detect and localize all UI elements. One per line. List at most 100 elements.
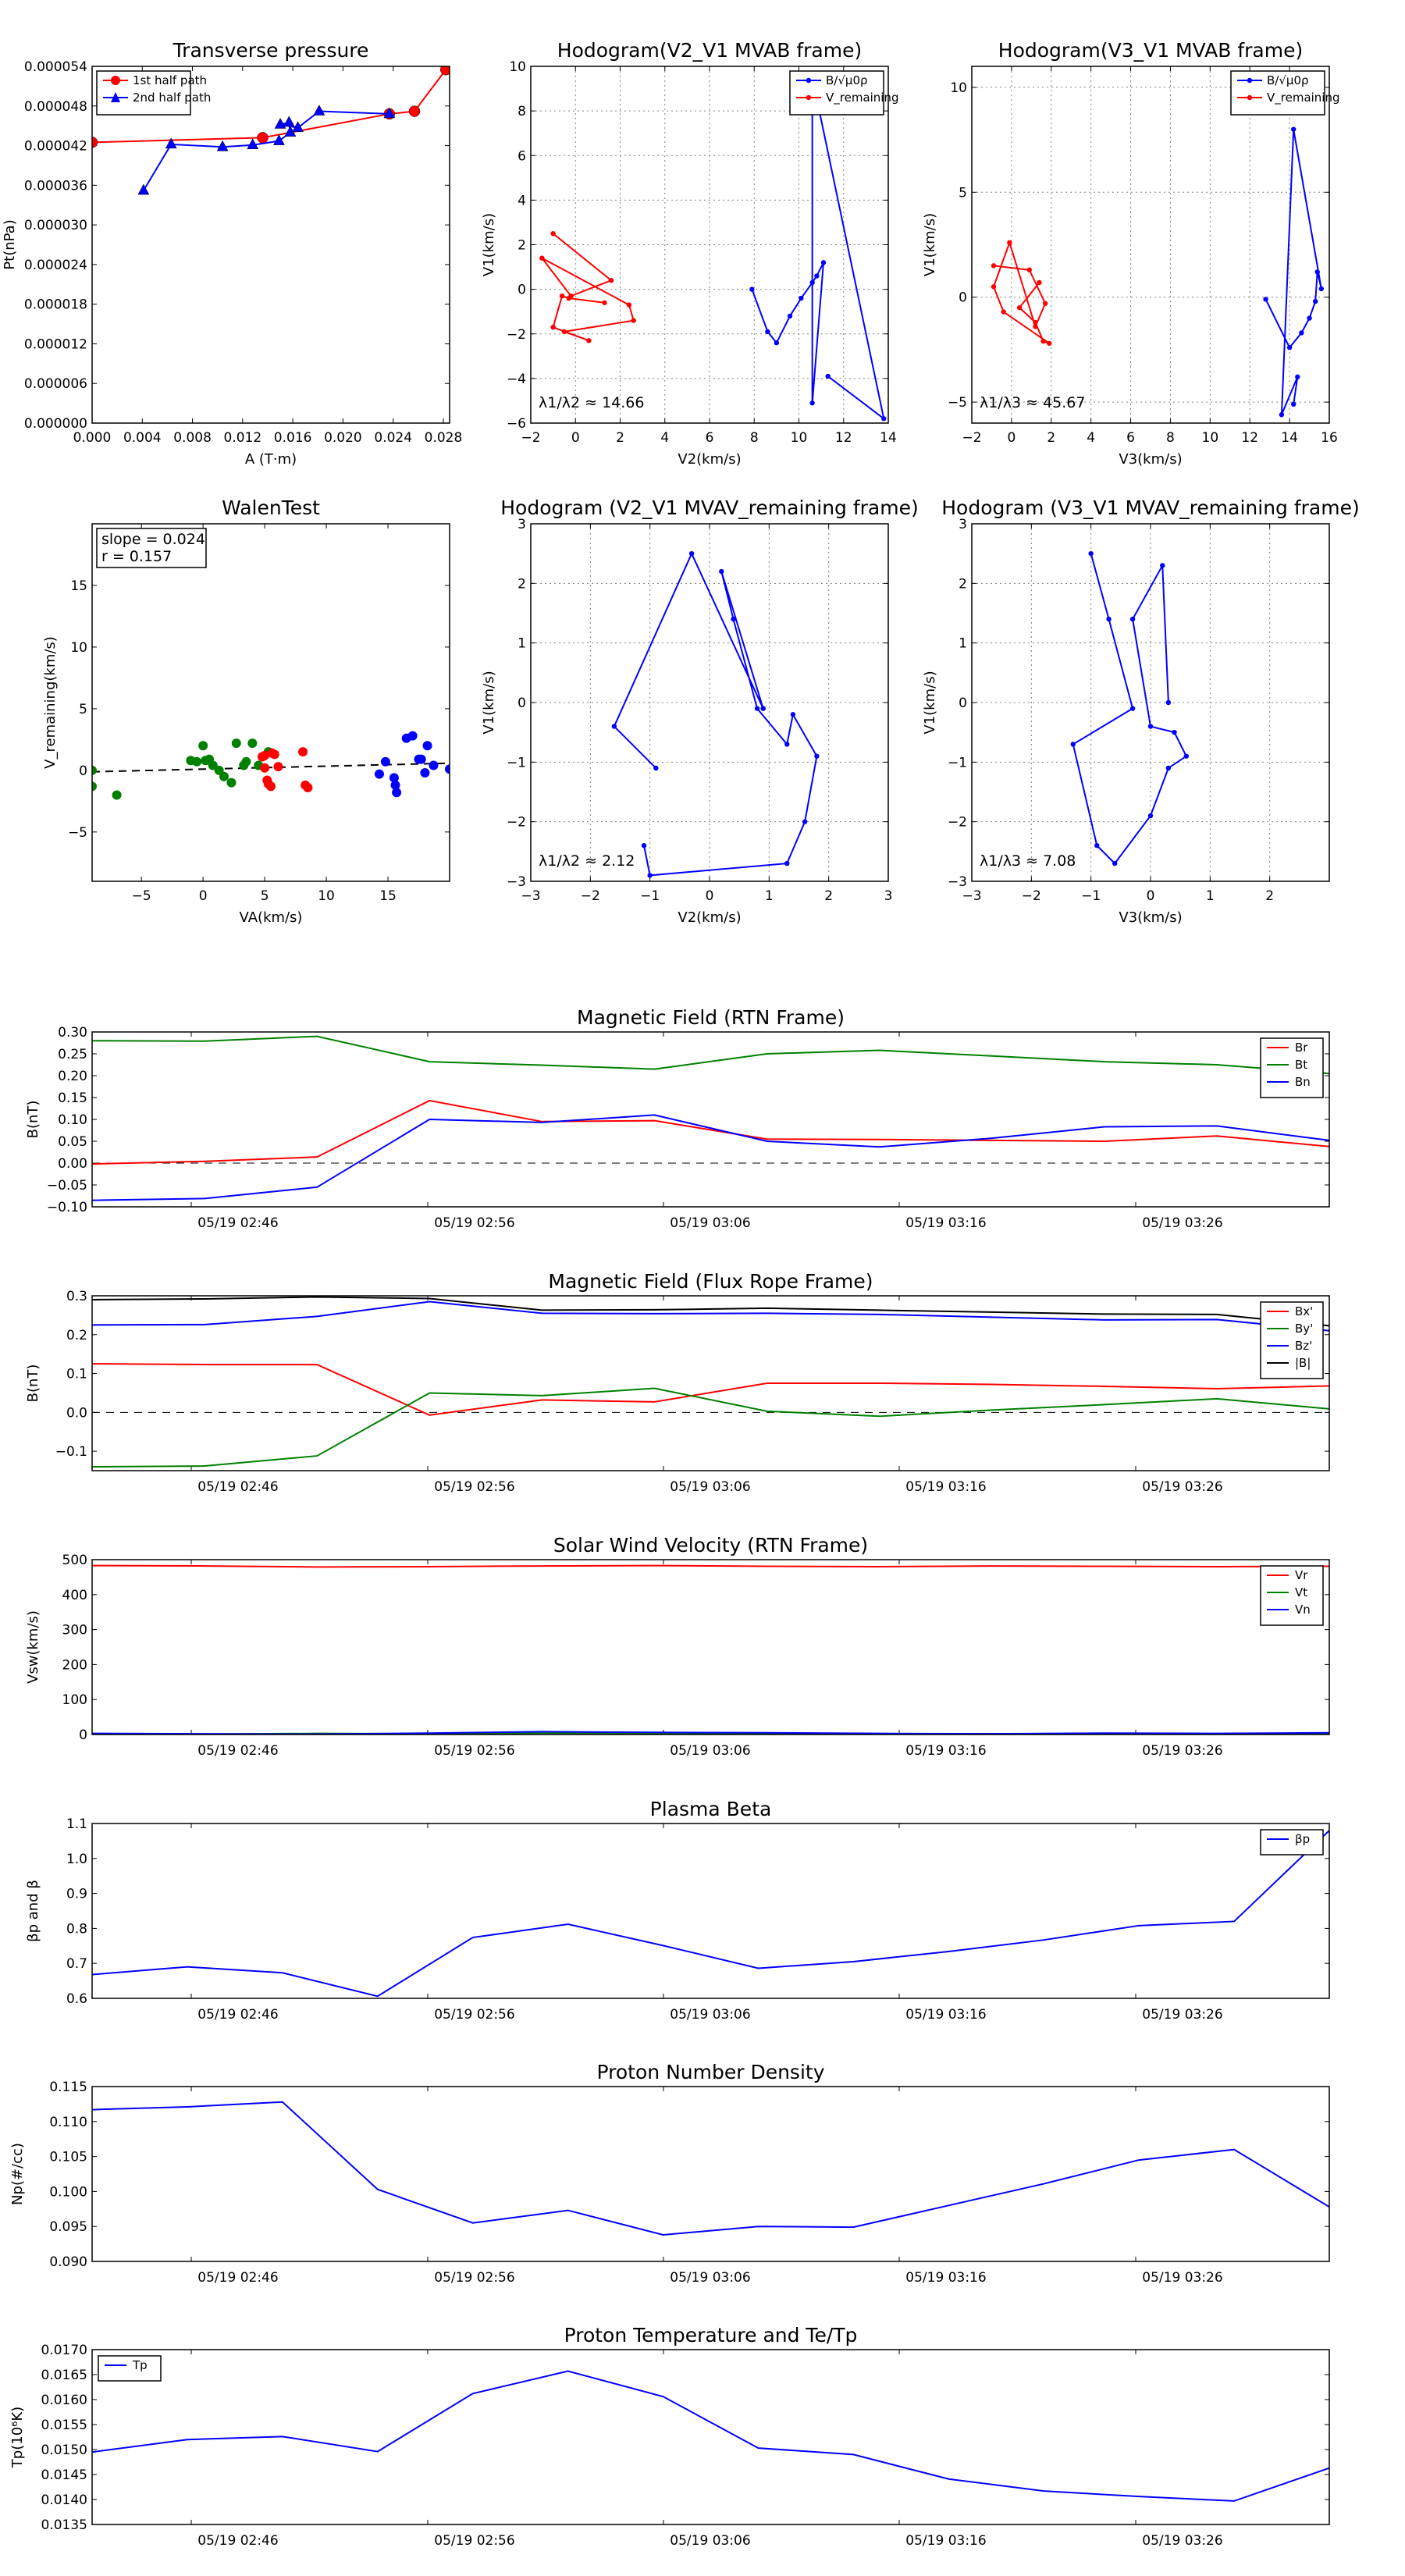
legend-label: Br bbox=[1295, 1041, 1308, 1055]
x-tick-label: −2 bbox=[962, 430, 981, 446]
y-axis-label: Vsw(km/s) bbox=[25, 1610, 41, 1684]
data-point bbox=[1033, 324, 1038, 329]
legend-label: B/√μ0ρ bbox=[1267, 73, 1309, 87]
x-tick-label: 16 bbox=[1321, 430, 1338, 446]
series-line-B/√μ0ρ bbox=[1264, 129, 1322, 415]
x-axis-label: V3(km/s) bbox=[1119, 451, 1182, 468]
y-tick-label: 0.105 bbox=[49, 2150, 87, 2165]
eigenvalue-ratio-annotation: λ1/λ2 ≈ 2.12 bbox=[539, 852, 635, 870]
data-point bbox=[313, 105, 325, 116]
data-point bbox=[1172, 729, 1177, 735]
x-tick-label: 05/19 02:56 bbox=[434, 1743, 514, 1759]
data-point bbox=[602, 300, 607, 305]
plot-area bbox=[92, 1296, 1329, 1468]
legend-marker bbox=[1247, 94, 1253, 101]
legend-box bbox=[1260, 1301, 1324, 1379]
legend-box bbox=[1230, 70, 1325, 116]
data-point bbox=[784, 742, 790, 747]
y-tick-label: 2 bbox=[518, 576, 526, 592]
panel-vsw: 0 100 200 300 400 500 05/19 02:46 05/19 02:56 05… bbox=[25, 1534, 1330, 1759]
x-tick-label: 05/19 02:56 bbox=[434, 1215, 514, 1231]
y-tick-label: 10 bbox=[950, 80, 967, 96]
data-point bbox=[550, 324, 556, 330]
series-line-Bx' bbox=[92, 1363, 1329, 1416]
y-tick-label: 0.7 bbox=[66, 1956, 87, 1972]
y-tick-label: 0.10 bbox=[58, 1112, 87, 1128]
y-tick-label: 0.095 bbox=[49, 2219, 87, 2235]
x-tick-label: 0.024 bbox=[374, 430, 412, 446]
data-point bbox=[198, 741, 208, 751]
x-tick-label: 8 bbox=[1166, 430, 1175, 446]
y-tick-label: −5 bbox=[948, 395, 967, 411]
x-tick-label: −2 bbox=[1022, 888, 1041, 904]
data-point bbox=[266, 781, 276, 792]
data-point bbox=[1318, 286, 1325, 292]
x-tick-label: 05/19 02:46 bbox=[197, 1743, 278, 1759]
data-point bbox=[774, 340, 780, 346]
y-tick-label: 0.0165 bbox=[41, 2368, 87, 2383]
data-point bbox=[137, 183, 150, 195]
y-tick-label: 0.25 bbox=[58, 1047, 87, 1062]
x-tick-label: 0 bbox=[199, 888, 208, 904]
y-tick-label: 1.1 bbox=[66, 1816, 87, 1832]
series-line-Bn bbox=[92, 1114, 1329, 1201]
plot-area bbox=[92, 66, 450, 195]
panel-hodo2: −2 0 2 4 6 8 10 12 14 16 −5 0 5 10 Hodogram(V3_V1 MVAB… bbox=[922, 39, 1340, 468]
y-tick-label: 300 bbox=[62, 1623, 87, 1638]
x-tick-label: 5 bbox=[261, 888, 269, 904]
data-point bbox=[1295, 374, 1300, 380]
x-tick-label: 05/19 03:26 bbox=[1142, 1743, 1222, 1759]
chart-title: Hodogram (V2_V1 MVAV_remaining frame) bbox=[500, 496, 919, 519]
data-point bbox=[269, 749, 279, 760]
y-tick-label: −0.1 bbox=[55, 1444, 87, 1460]
x-tick-label: −5 bbox=[132, 888, 151, 904]
x-tick-label: 05/19 03:16 bbox=[905, 2270, 986, 2286]
data-point bbox=[787, 313, 793, 319]
y-tick-label: 0.0160 bbox=[41, 2393, 87, 2408]
plot-area bbox=[92, 1035, 1329, 1201]
data-point bbox=[688, 550, 695, 557]
series-line-Br bbox=[92, 1099, 1329, 1165]
panel-np: 0.090 0.095 0.100 0.105 0.110 0.115 05/19 02:4… bbox=[9, 2061, 1330, 2286]
x-tick-label: 10 bbox=[791, 430, 808, 446]
y-tick-label: 0.0 bbox=[66, 1405, 87, 1421]
x-tick-label: 0 bbox=[706, 888, 714, 904]
y-tick-label: 0 bbox=[79, 1727, 87, 1743]
data-point bbox=[216, 140, 229, 151]
data-point bbox=[626, 302, 632, 308]
data-point bbox=[1147, 724, 1154, 729]
legend-label: By' bbox=[1295, 1322, 1313, 1336]
data-point bbox=[260, 750, 270, 760]
y-tick-label: 0.3 bbox=[66, 1289, 87, 1304]
data-point bbox=[92, 137, 98, 148]
x-tick-label: 0 bbox=[1147, 888, 1155, 904]
y-tick-label: 0.000036 bbox=[24, 178, 87, 194]
legend-label: 2nd half path bbox=[133, 91, 211, 105]
series-line-trace bbox=[1072, 553, 1188, 865]
y-axis-label: B(nT) bbox=[25, 1364, 41, 1403]
data-point bbox=[550, 231, 556, 237]
data-point bbox=[566, 295, 571, 301]
x-tick-label: 0.020 bbox=[324, 430, 362, 446]
data-point bbox=[641, 843, 647, 849]
x-tick-label: 15 bbox=[379, 888, 397, 904]
fit-line bbox=[92, 762, 450, 773]
chart-title: Proton Temperature and Te/Tp bbox=[564, 2324, 858, 2347]
x-tick-label: 0.012 bbox=[224, 430, 262, 446]
data-point bbox=[374, 769, 384, 779]
x-tick-label: 05/19 03:26 bbox=[1142, 2533, 1222, 2549]
chart-title: Plasma Beta bbox=[650, 1798, 772, 1820]
legend-label: Vr bbox=[1295, 1568, 1308, 1582]
plot-area bbox=[92, 2370, 1329, 2502]
y-tick-label: 0.2 bbox=[66, 1328, 87, 1343]
data-point bbox=[1263, 297, 1268, 302]
y-tick-label: −2 bbox=[507, 815, 526, 831]
data-point bbox=[825, 373, 831, 379]
data-point bbox=[991, 284, 997, 290]
series-line-βp bbox=[92, 1830, 1329, 1998]
x-tick-label: 4 bbox=[1087, 430, 1095, 446]
y-tick-label: 4 bbox=[518, 193, 526, 208]
x-tick-label: 05/19 03:26 bbox=[1142, 1215, 1222, 1231]
data-point bbox=[820, 260, 827, 265]
